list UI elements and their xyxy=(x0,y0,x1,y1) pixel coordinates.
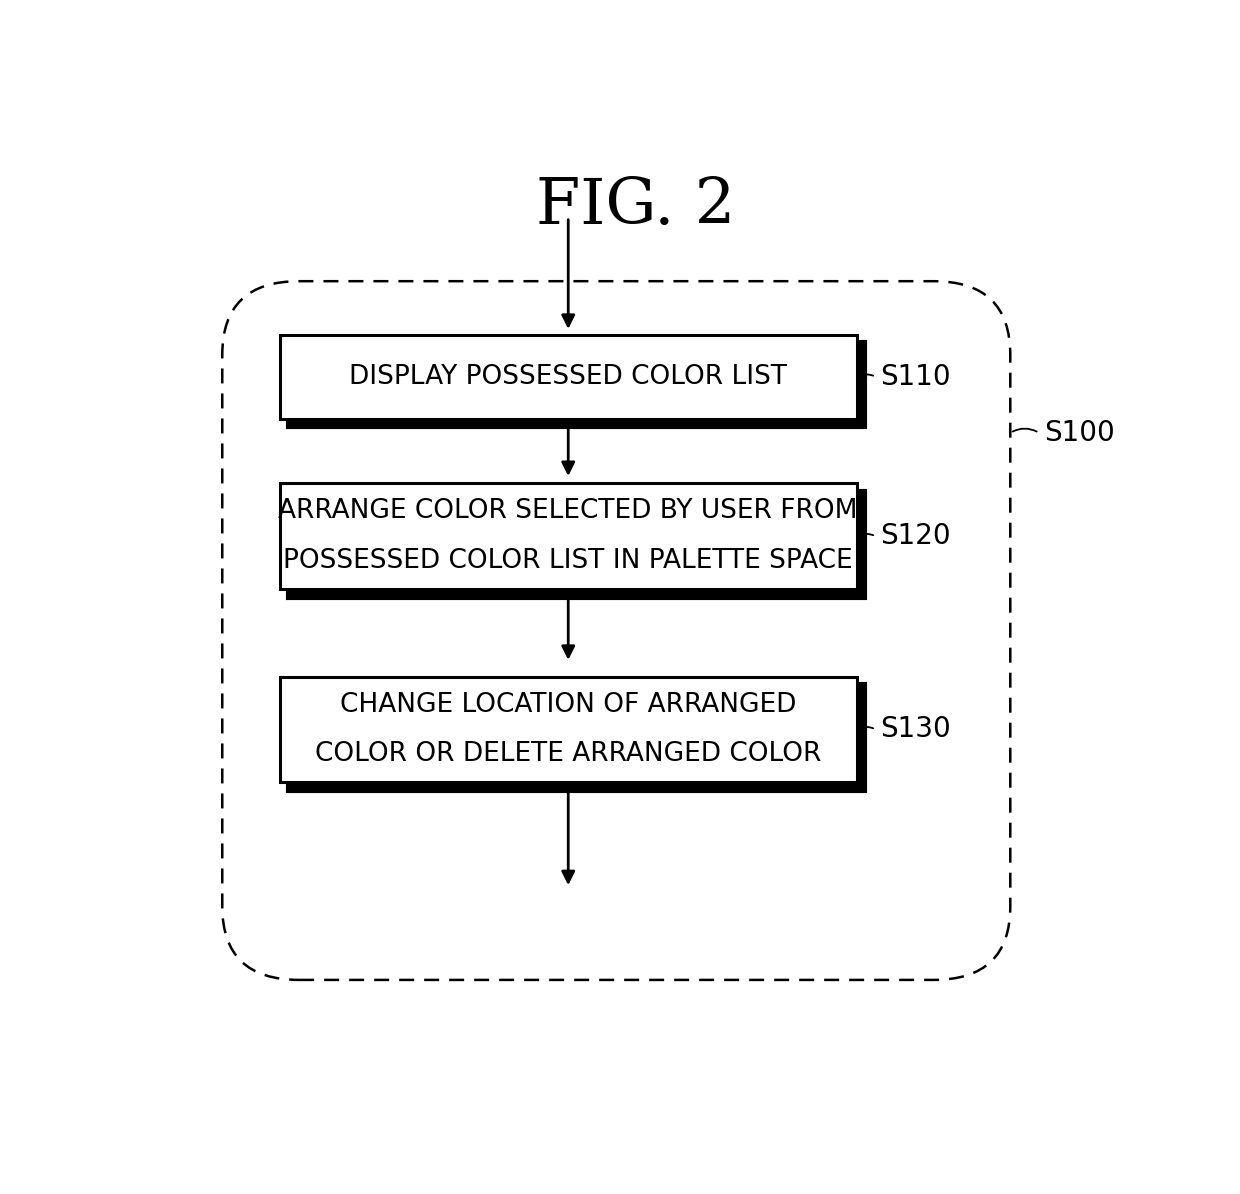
Text: S110: S110 xyxy=(880,363,951,390)
FancyBboxPatch shape xyxy=(288,491,864,597)
Text: ARRANGE COLOR SELECTED BY USER FROM: ARRANGE COLOR SELECTED BY USER FROM xyxy=(279,498,858,524)
FancyBboxPatch shape xyxy=(280,334,857,419)
Text: FIG. 2: FIG. 2 xyxy=(536,176,735,236)
FancyBboxPatch shape xyxy=(280,677,857,782)
Text: S100: S100 xyxy=(1044,419,1115,447)
Text: S120: S120 xyxy=(880,522,951,550)
FancyBboxPatch shape xyxy=(280,484,857,589)
Text: COLOR OR DELETE ARRANGED COLOR: COLOR OR DELETE ARRANGED COLOR xyxy=(315,741,821,768)
Text: CHANGE LOCATION OF ARRANGED: CHANGE LOCATION OF ARRANGED xyxy=(340,691,796,718)
Text: S130: S130 xyxy=(880,715,951,744)
FancyBboxPatch shape xyxy=(288,341,864,426)
Text: DISPLAY POSSESSED COLOR LIST: DISPLAY POSSESSED COLOR LIST xyxy=(350,364,787,389)
FancyBboxPatch shape xyxy=(288,684,864,789)
Text: POSSESSED COLOR LIST IN PALETTE SPACE: POSSESSED COLOR LIST IN PALETTE SPACE xyxy=(284,548,853,574)
